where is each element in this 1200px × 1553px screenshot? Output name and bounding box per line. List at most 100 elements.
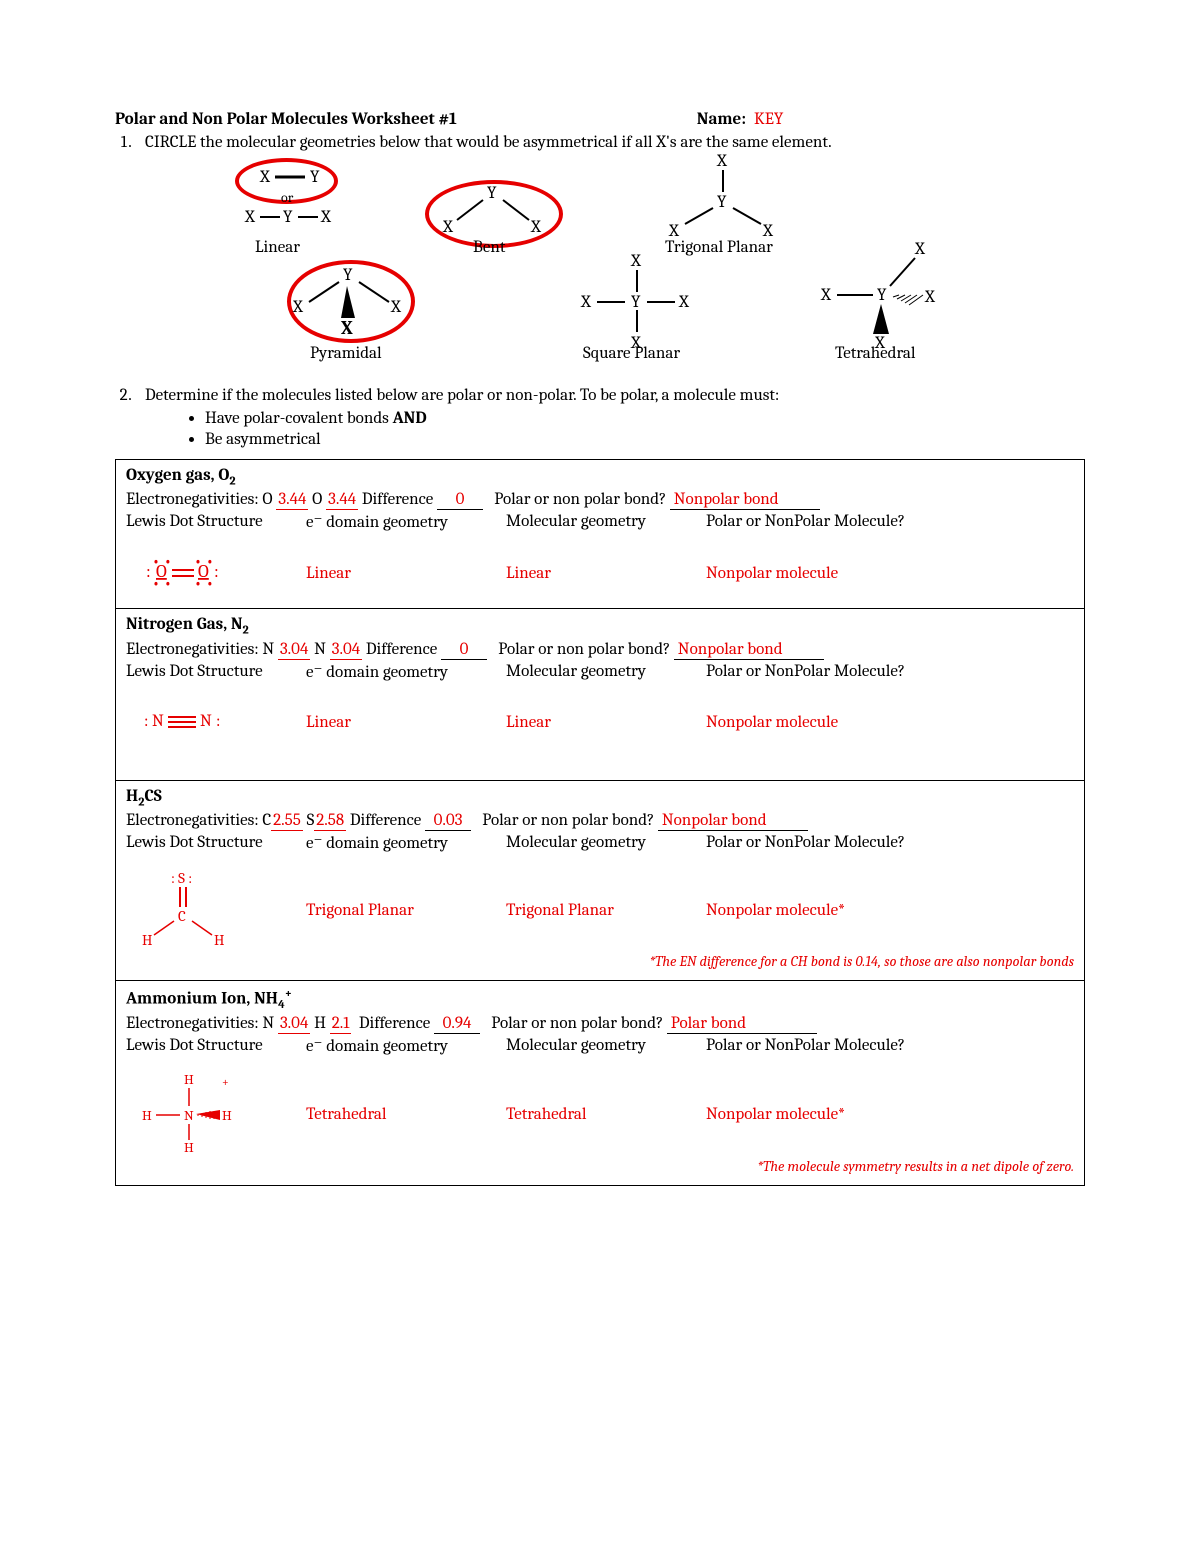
svg-text:• •: • • [152,551,172,572]
svg-text:+: + [222,1075,229,1089]
svg-text:• •: • • [152,573,172,591]
molgeo: Linear [506,564,706,583]
label-tetrahedral: Tetrahedral [835,344,916,363]
footnote: *The EN difference for a CH bond is 0.14… [126,953,1074,970]
edomain: Linear [306,713,506,732]
column-headers: Lewis Dot Structure e⁻ domain geometry M… [126,1036,1074,1056]
svg-text:• •: • • [194,551,214,572]
question-2: Determine if the molecules listed below … [135,386,1085,449]
edomain: Tetrahedral [306,1105,506,1124]
polarity: Nonpolar molecule [706,713,1074,732]
name-label: Name: [697,110,746,129]
svg-text:H: H [184,1072,194,1088]
lewis-o2: O • •• • : O • •• • : [126,551,306,595]
polarity: Nonpolar molecule* [706,901,1074,920]
svg-text:X: X [580,293,592,312]
question-1: CIRCLE the molecular geometries below th… [135,133,1085,380]
svg-text:Y: Y [717,193,727,212]
column-headers: Lewis Dot Structure e⁻ domain geometry M… [126,512,1074,532]
svg-text:• •: • • [194,573,214,591]
column-headers: Lewis Dot Structure e⁻ domain geometry M… [126,662,1074,682]
label-bent: Bent [473,238,505,257]
svg-text:X: X [320,208,332,227]
cell-o2: Oxygen gas, O2 Electronegativities: O 3.… [116,460,1084,608]
svg-text:X: X [341,317,353,339]
svg-text:H: H [142,931,152,947]
worksheet-page: Polar and Non Polar Molecules Worksheet … [0,0,1200,1553]
label-square-planar: Square Planar [583,344,680,363]
question-2-text: Determine if the molecules listed below … [145,386,779,405]
edomain: Linear [306,564,506,583]
worksheet-title: Polar and Non Polar Molecules Worksheet … [115,110,457,129]
cell-h2cs: H2CS Electronegativities: C2.55 S2.58 Di… [116,780,1084,980]
molgeo: Tetrahedral [506,1105,706,1124]
answer-row: O • •• • : O • •• • : Linear Linear Nonp… [126,548,1074,598]
svg-text:N: N [200,712,212,731]
lewis-n2: : N N : [126,704,306,742]
bullet-1: Have polar-covalent bonds AND [205,409,1085,428]
svg-text:H: H [142,1107,152,1124]
svg-text:Y: Y [487,184,497,203]
tetrahedral-icon: X Y X X X [805,240,965,350]
svg-text::: : [146,561,151,582]
bullets: Have polar-covalent bonds AND Be asymmet… [205,409,1085,449]
svg-text:X: X [390,298,402,317]
svg-text:X: X [924,288,936,307]
svg-text:Y: Y [283,208,293,227]
bent-icon: Y X X [435,182,555,242]
lewis-nh4: H + N H [126,1072,306,1156]
mol-name: Nitrogen Gas, N2 [126,615,1074,637]
square-planar-icon: X Y X X X [565,252,715,352]
mol-name: H2CS [126,787,1074,809]
svg-text:N: N [152,712,164,731]
label-linear: Linear [255,238,300,257]
cell-n2: Nitrogen Gas, N2 Electronegativities: N … [116,608,1084,779]
molecule-table: Oxygen gas, O2 Electronegativities: O 3.… [115,459,1085,1186]
column-headers: Lewis Dot Structure e⁻ domain geometry M… [126,833,1074,853]
question-list: CIRCLE the molecular geometries below th… [135,133,1085,449]
svg-text:X: X [678,293,690,312]
svg-text:H: H [222,1107,232,1124]
pyramidal-icon: Y X X X [285,260,415,345]
polarity: Nonpolar molecule [706,564,1074,583]
svg-text:Y: Y [343,266,353,285]
svg-text:X: X [530,218,542,237]
bullet-2: Be asymmetrical [205,430,1085,449]
svg-text:: S :: : S : [171,869,192,887]
svg-text:H: H [214,931,224,947]
lewis-h2cs: : S : C H H [126,869,306,951]
mol-name: Oxygen gas, O2 [126,466,1074,488]
svg-text:X: X [442,218,454,237]
trigonal-planar-icon: X Y X X [655,152,795,242]
answer-row: H + N H [126,1072,1074,1156]
footnote: *The molecule symmetry results in a net … [126,1158,1074,1175]
answer-key-label: KEY [754,110,783,129]
svg-text:X: X [292,298,304,317]
en-line: Electronegativities: N 3.04 H 2.1 Differ… [126,1014,1074,1034]
header: Polar and Non Polar Molecules Worksheet … [115,110,1085,129]
question-1-text: CIRCLE the molecular geometries below th… [145,133,832,152]
label-pyramidal: Pyramidal [310,344,382,363]
svg-text:Y: Y [877,286,887,305]
en-line: Electronegativities: C2.55 S2.58 Differe… [126,811,1074,831]
edomain: Trigonal Planar [306,901,506,920]
svg-text:X: X [820,286,832,305]
svg-text:Y: Y [631,293,641,312]
molgeo: Linear [506,713,706,732]
svg-text::: : [214,561,219,582]
answer-row: : S : C H H Trigonal Planar Trigonal Pla… [126,869,1074,951]
cell-nh4: Ammonium Ion, NH4+ Electronegativities: … [116,980,1084,1185]
geometry-diagrams: X Y or X Y X Linear Y X X [185,160,1085,380]
svg-text:or: or [281,189,294,206]
svg-text:X: X [914,240,926,259]
linear-icon: X Y or X Y X [225,160,355,240]
en-line: Electronegativities: N 3.04 N 3.04 Diffe… [126,640,1074,660]
mol-name: Ammonium Ion, NH4+ [126,987,1074,1012]
svg-text:X: X [244,208,256,227]
svg-text:H: H [184,1139,194,1152]
svg-text::: : [144,712,149,731]
molgeo: Trigonal Planar [506,901,706,920]
svg-text:N: N [184,1107,194,1124]
svg-text:X: X [259,168,271,187]
svg-text:X: X [716,152,728,171]
